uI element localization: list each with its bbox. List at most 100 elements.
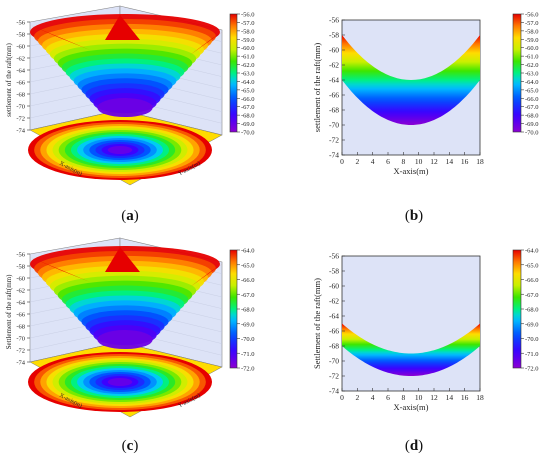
a-ztick-label: -60 [16,44,25,51]
d-xtick-label: 18 [476,393,484,402]
d-ytick-label: -60 [329,282,339,291]
b-colorbar-label: -59.0 [525,37,539,44]
b-colorbar-label: -58.0 [525,28,539,35]
d-settlement-band [342,323,480,376]
d-xtick-label: 0 [340,393,344,402]
a-colorbar-label: -60.0 [241,45,255,52]
c-ztick-label: -70 [16,336,25,343]
caption-b: (b) [404,208,424,224]
c-colorbar: -64.0 -65.0 -66.0 -67.0 -68.0 -69.0 -70.0 -71.0… [229,248,255,373]
b-xtick-label: 0 [340,157,344,166]
b-xtick-label: 2 [355,157,359,166]
a-colorbar-label: -67.0 [241,104,255,111]
b-colorbar-label: -67.0 [525,104,539,111]
b-xtick-label: 14 [446,157,454,166]
b-ytick-label: -60 [329,46,339,55]
c-ztick-label: -74 [16,360,25,367]
b-xtick-label: 8 [401,157,405,166]
c-ztick-label: -60 [16,276,25,283]
a-surface-band [97,98,153,118]
a-colorbar-label: -62.0 [241,62,255,69]
d-ytick-label: -64 [329,312,339,321]
a-floor-contour [28,109,223,186]
b-colorbar-bar [512,13,522,133]
c-corner-right [190,264,222,287]
d-xtick-label: 14 [446,393,454,402]
a-colorbar-label: -66.0 [241,96,255,103]
a-ztick-label: -68 [16,92,25,99]
b-colorbar-label: -63.0 [525,71,539,78]
b-xtick-label: 16 [461,157,469,166]
a-ztick-label: -72 [16,116,25,123]
a-colorbar-label: -61.0 [241,54,255,61]
b-ytick-label: -74 [329,151,339,160]
a-ztick-label: -58 [16,32,25,39]
c-ztick-label: -62 [16,288,25,295]
chart-d-profile: 0 2 4 6 8 10 12 14 16 18 -56 -58 -60 -62 -64 -66 -68 -70 -… [312,248,539,413]
d-ytick-label: -56 [329,252,339,261]
c-ztick-label: -72 [16,348,25,355]
d-ytick-label: -74 [329,387,339,396]
d-xlabel: X-axis(m) [394,402,429,412]
c-floor-ring [107,378,133,386]
b-colorbar-label: -62.0 [525,62,539,69]
a-colorbar-bar [229,13,238,133]
b-colorbar-label: -70.0 [525,130,539,137]
a-colorbar-label: -59.0 [241,37,255,44]
c-colorbar-label: -71.0 [241,351,255,358]
d-ylabel: Settlement of the raft(mm) [312,278,322,369]
d-colorbar-label: -72.0 [525,366,539,373]
b-xtick-label: 4 [371,157,375,166]
c-ztick-label: -68 [16,324,25,331]
d-colorbar-label: -66.0 [525,277,539,284]
d-colorbar-label: -70.0 [525,336,539,343]
caption-c: (c) [121,438,139,454]
a-colorbar-label: -68.0 [241,113,255,120]
b-ytick-label: -68 [329,106,339,115]
b-ytick-label: -70 [329,121,339,130]
c-ztick-label: -64 [16,300,25,307]
b-xtick-label: 12 [430,157,438,166]
a-zlabel: settlement of the raft(mm) [5,42,13,116]
c-colorbar-label: -67.0 [241,292,255,299]
chart-a-3d-surface: -56 -58 -60 -62 -64 -66 -68 -70 -72 -74 settlement… [5,5,255,186]
a-colorbar: -56.0-57.0-58.0 -59.0-60.0 -61.0-62.0 -63.0… [229,12,255,137]
c-colorbar-label: -64.0 [241,248,255,255]
d-colorbar-label: -71.0 [525,351,539,358]
a-colorbar-label: -65.0 [241,87,255,94]
a-colorbar-label: -69.0 [241,121,255,128]
d-ytick-label: -70 [329,357,339,366]
b-ytick-label: -72 [329,136,339,145]
chart-c-3d-surface: -56 -58 -60 -62 -64 -66 -68 -70 -72 -74 Settlement… [5,237,255,418]
d-colorbar: -64.0 -65.0 -66.0 -67.0 -68.0 -69.0 -70.0 -71.0… [512,248,539,373]
d-ytick-label: -62 [329,297,339,306]
d-colorbar-label: -68.0 [525,307,539,314]
c-ztick-label: -56 [16,252,25,259]
panel-b: 0 2 4 6 8 10 12 14 16 18 -56 -58 -60 -62 -64 -66 -68 -70 -… [295,0,550,232]
panel-c: -56 -58 -60 -62 -64 -66 -68 -70 -72 -74 Settlement… [0,236,275,464]
d-ytick-label: -68 [329,342,339,351]
d-xtick-label: 12 [430,393,438,402]
a-ztick-label: -56 [16,20,25,27]
c-surface-band [97,330,153,350]
a-colorbar-label: -64.0 [241,79,255,86]
c-colorbar-label: -72.0 [241,366,255,373]
a-ztick-label: -66 [16,80,25,87]
c-colorbar-label: -68.0 [241,307,255,314]
caption-d: (d) [404,438,424,454]
a-ztick-label: -62 [16,56,25,63]
c-ztick-label: -58 [16,264,25,271]
a-surface [30,14,222,118]
b-colorbar-label: -60.0 [525,45,539,52]
d-ytick-label: -72 [329,372,339,381]
a-corner-left [30,25,90,50]
b-colorbar-label: -64.0 [525,79,539,86]
a-ztick-label: -70 [16,104,25,111]
d-xtick-label: 16 [461,393,469,402]
a-ztick-label: -74 [16,128,25,135]
a-colorbar-label: -57.0 [241,20,255,27]
c-colorbar-label: -70.0 [241,336,255,343]
b-xtick-label: 6 [386,157,390,166]
a-colorbar-label: -70.0 [241,130,255,137]
b-settlement-band [342,35,480,125]
